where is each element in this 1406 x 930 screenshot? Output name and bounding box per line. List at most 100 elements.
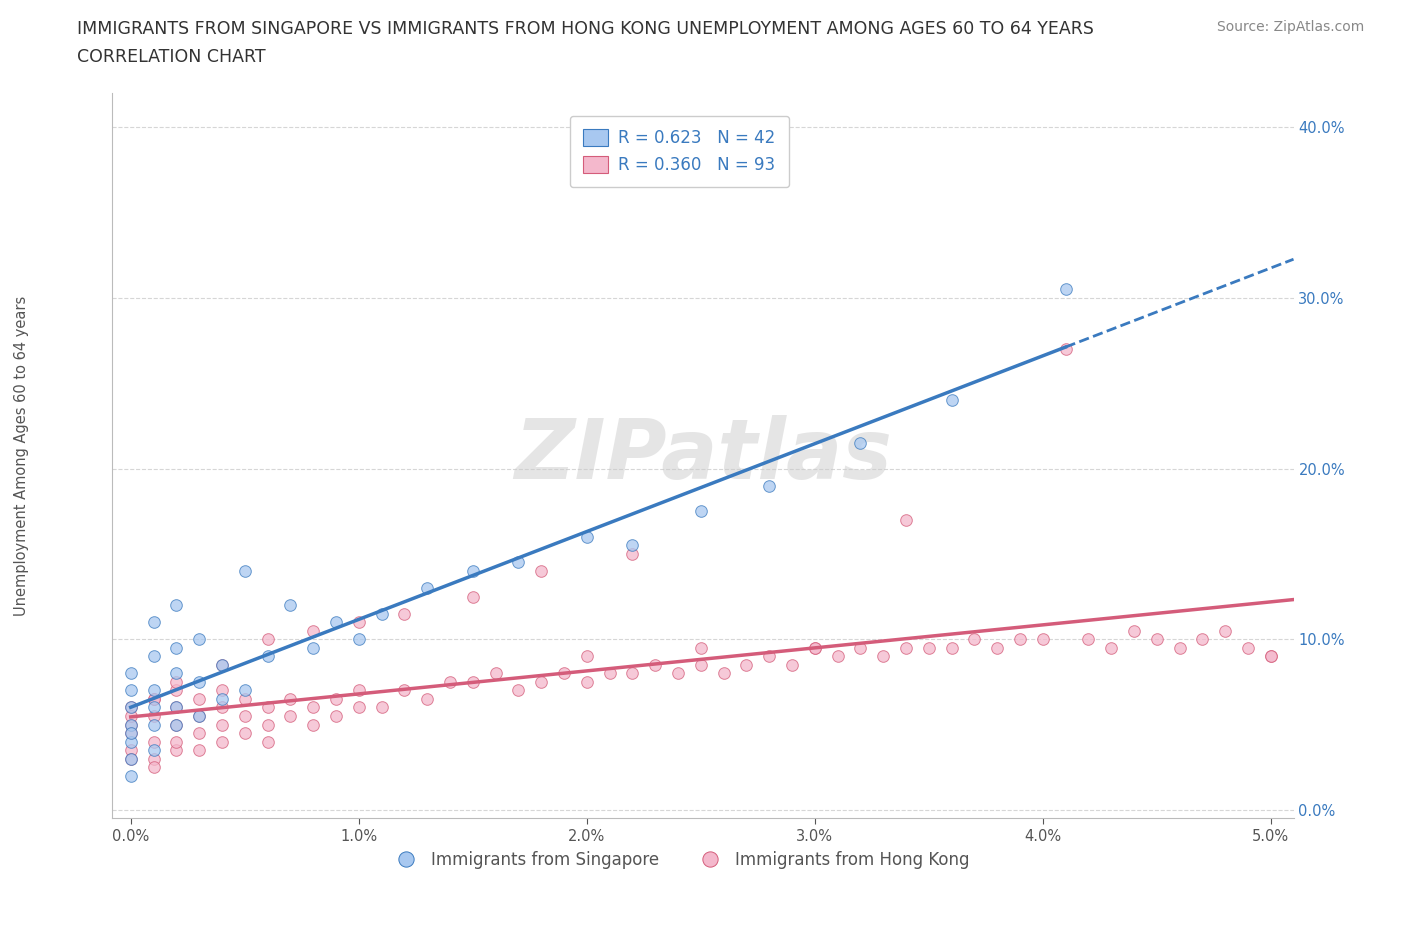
- Point: [302, 717, 325, 732]
- Point: [575, 649, 598, 664]
- Text: CORRELATION CHART: CORRELATION CHART: [77, 48, 266, 66]
- Point: [1099, 640, 1122, 655]
- Point: [621, 538, 644, 552]
- Point: [508, 683, 530, 698]
- Point: [142, 692, 165, 707]
- Point: [803, 640, 825, 655]
- Point: [120, 709, 142, 724]
- Point: [142, 751, 165, 766]
- Point: [758, 649, 780, 664]
- Point: [1054, 282, 1077, 297]
- Point: [484, 666, 506, 681]
- Point: [575, 674, 598, 689]
- Point: [325, 615, 347, 630]
- Point: [689, 504, 711, 519]
- Point: [165, 666, 187, 681]
- Point: [120, 751, 142, 766]
- Point: [1008, 631, 1031, 646]
- Point: [142, 649, 165, 664]
- Point: [941, 392, 963, 407]
- Point: [347, 683, 370, 698]
- Point: [963, 631, 986, 646]
- Point: [461, 674, 484, 689]
- Point: [1213, 623, 1236, 638]
- Point: [621, 547, 644, 562]
- Point: [120, 743, 142, 758]
- Point: [370, 700, 392, 715]
- Point: [347, 615, 370, 630]
- Point: [188, 709, 211, 724]
- Point: [211, 683, 233, 698]
- Point: [713, 666, 735, 681]
- Point: [120, 725, 142, 740]
- Point: [120, 725, 142, 740]
- Point: [142, 700, 165, 715]
- Point: [233, 725, 256, 740]
- Point: [120, 717, 142, 732]
- Point: [1168, 640, 1191, 655]
- Point: [256, 717, 278, 732]
- Point: [211, 658, 233, 672]
- Point: [508, 555, 530, 570]
- Point: [165, 717, 187, 732]
- Point: [1237, 640, 1260, 655]
- Point: [256, 734, 278, 749]
- Point: [278, 598, 301, 613]
- Point: [849, 435, 872, 450]
- Point: [325, 692, 347, 707]
- Point: [165, 700, 187, 715]
- Point: [735, 658, 758, 672]
- Point: [347, 700, 370, 715]
- Point: [165, 598, 187, 613]
- Point: [553, 666, 575, 681]
- Point: [120, 768, 142, 783]
- Point: [120, 666, 142, 681]
- Point: [142, 615, 165, 630]
- Point: [758, 478, 780, 493]
- Point: [142, 709, 165, 724]
- Point: [894, 512, 917, 527]
- Point: [530, 674, 553, 689]
- Point: [302, 640, 325, 655]
- Point: [278, 692, 301, 707]
- Point: [666, 666, 689, 681]
- Point: [416, 580, 439, 595]
- Point: [530, 564, 553, 578]
- Point: [370, 606, 392, 621]
- Point: [165, 683, 187, 698]
- Point: [211, 692, 233, 707]
- Point: [621, 666, 644, 681]
- Point: [439, 674, 461, 689]
- Point: [803, 640, 825, 655]
- Point: [165, 743, 187, 758]
- Point: [120, 700, 142, 715]
- Point: [120, 734, 142, 749]
- Point: [165, 640, 187, 655]
- Point: [233, 709, 256, 724]
- Point: [1260, 649, 1282, 664]
- Point: [256, 700, 278, 715]
- Point: [1146, 631, 1168, 646]
- Point: [188, 743, 211, 758]
- Point: [461, 564, 484, 578]
- Point: [1032, 631, 1054, 646]
- Point: [302, 700, 325, 715]
- Point: [142, 683, 165, 698]
- Point: [461, 589, 484, 604]
- Point: [233, 692, 256, 707]
- Point: [165, 674, 187, 689]
- Text: IMMIGRANTS FROM SINGAPORE VS IMMIGRANTS FROM HONG KONG UNEMPLOYMENT AMONG AGES 6: IMMIGRANTS FROM SINGAPORE VS IMMIGRANTS …: [77, 20, 1094, 38]
- Point: [1122, 623, 1144, 638]
- Text: ZIPatlas: ZIPatlas: [515, 415, 891, 497]
- Point: [780, 658, 803, 672]
- Point: [394, 606, 416, 621]
- Point: [142, 743, 165, 758]
- Point: [849, 640, 872, 655]
- Point: [142, 692, 165, 707]
- Point: [599, 666, 621, 681]
- Point: [165, 700, 187, 715]
- Point: [575, 529, 598, 544]
- Legend: Immigrants from Singapore, Immigrants from Hong Kong: Immigrants from Singapore, Immigrants fr…: [382, 844, 976, 875]
- Point: [188, 725, 211, 740]
- Point: [894, 640, 917, 655]
